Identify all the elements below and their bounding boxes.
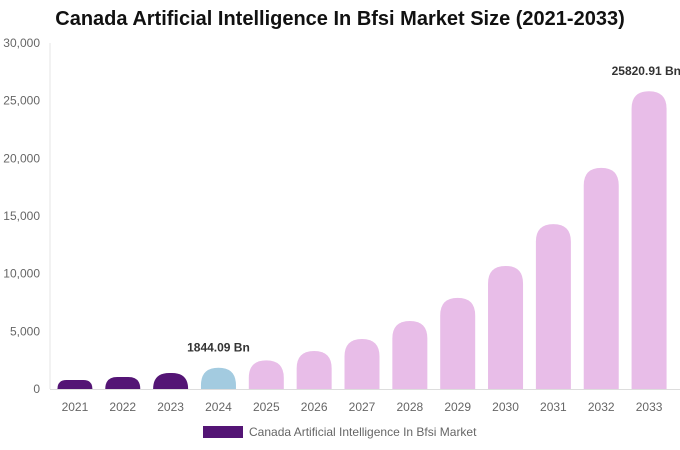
data-label-2033: 25820.91 Bn — [612, 64, 680, 78]
y-tick-label: 5,000 — [10, 324, 40, 338]
data-label-2024: 1844.09 Bn — [187, 341, 250, 355]
y-tick-label: 10,000 — [3, 267, 40, 281]
x-tick-label: 2030 — [492, 400, 519, 414]
x-tick-label: 2031 — [540, 400, 567, 414]
bar-2027[interactable] — [344, 338, 380, 389]
x-tick-label: 2026 — [301, 400, 328, 414]
x-tick-label: 2033 — [636, 400, 663, 414]
bar-2024[interactable] — [200, 367, 236, 389]
bar-2022[interactable] — [105, 377, 141, 389]
y-tick-label: 15,000 — [3, 209, 40, 223]
bar-2031[interactable] — [535, 224, 571, 389]
y-tick-label: 25,000 — [3, 94, 40, 108]
x-tick-label: 2027 — [349, 400, 376, 414]
x-tick-label: 2032 — [588, 400, 615, 414]
bar-2023[interactable] — [153, 372, 189, 389]
x-tick-label: 2029 — [444, 400, 471, 414]
x-tick-label: 2028 — [396, 400, 423, 414]
y-tick-label: 0 — [33, 382, 40, 396]
x-tick-label: 2022 — [109, 400, 136, 414]
chart-title: Canada Artificial Intelligence In Bfsi M… — [55, 8, 625, 30]
y-tick-label: 20,000 — [3, 151, 40, 165]
bar-2028[interactable] — [392, 320, 428, 389]
x-tick-label: 2025 — [253, 400, 280, 414]
x-tick-label: 2023 — [157, 400, 184, 414]
legend-label: Canada Artificial Intelligence In Bfsi M… — [249, 425, 477, 439]
y-tick-label: 30,000 — [3, 36, 40, 50]
legend: Canada Artificial Intelligence In Bfsi M… — [203, 425, 476, 439]
bar-2026[interactable] — [296, 351, 332, 389]
bar-2033[interactable] — [631, 91, 667, 389]
bar-2032[interactable] — [583, 167, 619, 389]
bar-2030[interactable] — [488, 265, 524, 389]
bar-2021[interactable] — [57, 380, 93, 389]
x-tick-label: 2024 — [205, 400, 232, 414]
legend-swatch — [203, 426, 243, 438]
bar-2025[interactable] — [248, 360, 284, 389]
bar-2029[interactable] — [440, 297, 476, 389]
x-tick-label: 2021 — [62, 400, 89, 414]
